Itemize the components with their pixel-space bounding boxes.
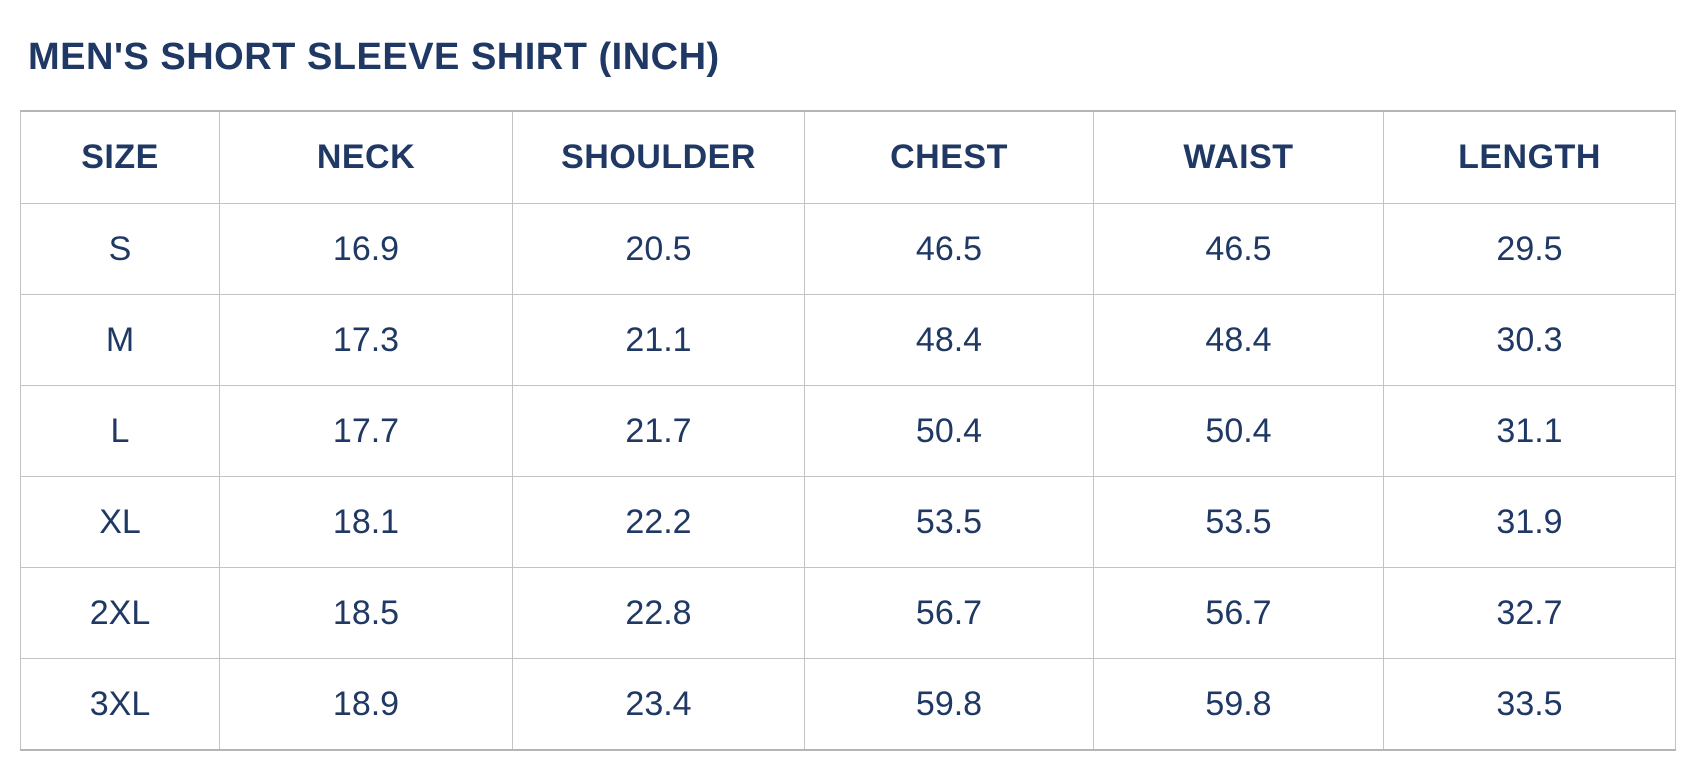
measurement-value: 17.7	[219, 385, 513, 477]
measurement-value: 23.4	[512, 658, 805, 751]
measurement-value: 53.5	[1093, 476, 1384, 568]
measurement-value: 18.1	[219, 476, 513, 568]
size-label: XL	[20, 476, 220, 568]
size-label: M	[20, 294, 220, 386]
size-label: 2XL	[20, 567, 220, 659]
measurement-value: 32.7	[1383, 567, 1676, 659]
measurement-value: 46.5	[1093, 203, 1384, 295]
measurement-value: 22.8	[512, 567, 805, 659]
column-header-size: SIZE	[20, 110, 220, 204]
table-body: S 16.9 20.5 46.5 46.5 29.5 M 17.3 21.1 48.4 48.4 30…	[20, 203, 1676, 751]
table-row-size-s: S 16.9 20.5 46.5 46.5 29.5	[20, 203, 1676, 295]
measurement-value: 33.5	[1383, 658, 1676, 751]
column-header-neck: NECK	[219, 110, 513, 204]
measurement-value: 50.4	[1093, 385, 1384, 477]
measurement-value: 53.5	[804, 476, 1094, 568]
size-chart-table: SIZE NECK SHOULDER CHEST WAIST LENGTH S 16.9 20…	[20, 110, 1676, 751]
measurement-value: 18.5	[219, 567, 513, 659]
table-row-size-xl: XL 18.1 22.2 53.5 53.5 31.9	[20, 476, 1676, 568]
table-header-row: SIZE NECK SHOULDER CHEST WAIST LENGTH	[20, 110, 1676, 204]
size-label: 3XL	[20, 658, 220, 751]
column-header-shoulder: SHOULDER	[512, 110, 805, 204]
table-header: SIZE NECK SHOULDER CHEST WAIST LENGTH	[20, 110, 1676, 204]
measurement-value: 46.5	[804, 203, 1094, 295]
page-title: MEN'S SHORT SLEEVE SHIRT (INCH)	[28, 36, 720, 78]
column-header-waist: WAIST	[1093, 110, 1384, 204]
measurement-value: 18.9	[219, 658, 513, 751]
measurement-value: 29.5	[1383, 203, 1676, 295]
measurement-value: 30.3	[1383, 294, 1676, 386]
measurement-value: 16.9	[219, 203, 513, 295]
table-row-size-3xl: 3XL 18.9 23.4 59.8 59.8 33.5	[20, 658, 1676, 751]
measurement-value: 22.2	[512, 476, 805, 568]
measurement-value: 21.1	[512, 294, 805, 386]
measurement-value: 56.7	[1093, 567, 1384, 659]
measurement-value: 21.7	[512, 385, 805, 477]
table-row-size-l: L 17.7 21.7 50.4 50.4 31.1	[20, 385, 1676, 477]
measurement-value: 17.3	[219, 294, 513, 386]
measurement-value: 20.5	[512, 203, 805, 295]
measurement-value: 59.8	[804, 658, 1094, 751]
measurement-value: 48.4	[1093, 294, 1384, 386]
column-header-length: LENGTH	[1383, 110, 1676, 204]
measurement-value: 59.8	[1093, 658, 1384, 751]
column-header-chest: CHEST	[804, 110, 1094, 204]
size-label: L	[20, 385, 220, 477]
measurement-value: 31.9	[1383, 476, 1676, 568]
size-label: S	[20, 203, 220, 295]
measurement-value: 56.7	[804, 567, 1094, 659]
measurement-value: 50.4	[804, 385, 1094, 477]
table-row-size-2xl: 2XL 18.5 22.8 56.7 56.7 32.7	[20, 567, 1676, 659]
measurement-value: 31.1	[1383, 385, 1676, 477]
measurement-value: 48.4	[804, 294, 1094, 386]
table-row-size-m: M 17.3 21.1 48.4 48.4 30.3	[20, 294, 1676, 386]
